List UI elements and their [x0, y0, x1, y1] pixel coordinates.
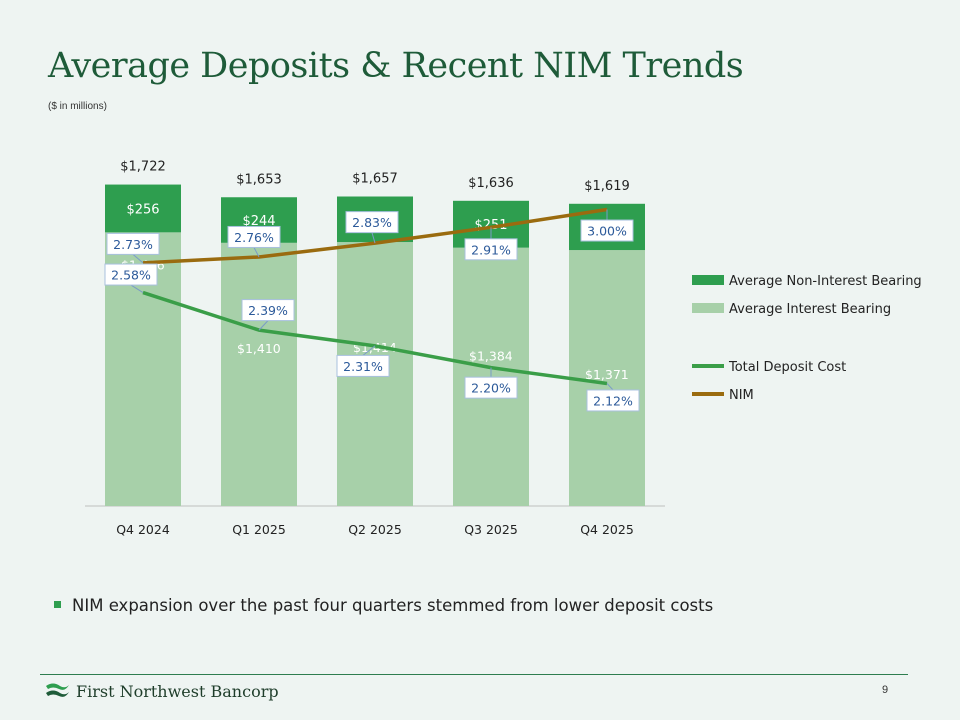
bar-label-interest: $1,371 [585, 367, 629, 382]
deposit-cost-data-label-leader [606, 383, 614, 391]
legend-label: Average Interest Bearing [729, 302, 891, 317]
legend-label: Average Non-Interest Bearing [729, 274, 922, 289]
x-tick-label: Q3 2025 [464, 522, 518, 537]
nim-data-label: 2.76% [234, 230, 274, 245]
bar-interest-bearing [569, 250, 645, 506]
legend-label: Total Deposit Cost [728, 360, 846, 375]
deposit-cost-data-label: 2.20% [471, 381, 511, 396]
legend-swatch-interest [692, 303, 724, 313]
deposit-cost-data-label: 2.39% [248, 303, 288, 318]
company-logo: First Northwest Bancorp [44, 680, 279, 702]
bar-total-label: $1,619 [584, 179, 630, 194]
nim-data-label-box [345, 211, 399, 234]
deposit-cost-data-label-box [241, 299, 295, 322]
page-title: Average Deposits & Recent NIM Trends [48, 46, 744, 86]
bar-label-non-interest: $244 [242, 214, 275, 229]
deposit-cost-data-label-leader [258, 320, 269, 331]
bullet-square-icon [54, 601, 61, 608]
x-tick-label: Q4 2024 [116, 522, 170, 537]
bullet-point: NIM expansion over the past four quarter… [54, 596, 713, 615]
page-number: 9 [882, 684, 889, 696]
bar-non-interest-bearing [105, 184, 181, 233]
deposit-cost-data-label-box [336, 354, 390, 377]
bar-total-label: $1,653 [236, 172, 282, 187]
bar-label-interest: $1,410 [237, 341, 281, 356]
bullet-text: NIM expansion over the past four quarter… [72, 596, 714, 615]
logo-text: First Northwest Bancorp [76, 681, 279, 701]
nim-data-label-box [580, 219, 634, 242]
deposit-cost-data-label-box [586, 389, 640, 412]
x-tick-label: Q1 2025 [232, 522, 286, 537]
nim-data-label-box [106, 232, 160, 255]
nim-data-label-box [464, 238, 518, 261]
deposit-cost-data-label-leader [362, 345, 376, 356]
logo-mark-icon [46, 683, 69, 697]
bar-total-label: $1,722 [120, 160, 166, 175]
deposit-cost-data-label: 2.12% [593, 393, 633, 408]
nim-data-label-box [227, 225, 281, 248]
x-tick-label: Q4 2025 [580, 522, 634, 537]
bar-total-label: $1,657 [352, 172, 398, 187]
legend-label: NIM [729, 388, 754, 403]
bar-interest-bearing [221, 242, 297, 507]
deposit-cost-data-label-box [464, 376, 518, 399]
legend-swatch-non-interest [692, 275, 724, 285]
nim-data-label-leader [253, 247, 260, 258]
nim-data-label-leader [371, 232, 376, 244]
deposit-cost-data-label: 2.31% [343, 359, 383, 374]
units-note: ($ in millions) [48, 101, 107, 112]
deposit-cost-data-label-leader [130, 284, 144, 293]
nim-data-label: 2.83% [352, 215, 392, 230]
bar-label-interest: $1,384 [469, 349, 513, 364]
nim-data-label: 2.73% [113, 237, 153, 252]
bar-label-non-interest: $256 [126, 202, 159, 217]
nim-data-label: 2.91% [471, 242, 511, 257]
nim-data-label-leader [132, 254, 144, 264]
x-tick-label: Q2 2025 [348, 522, 402, 537]
nim-data-label: 3.00% [587, 224, 627, 239]
bar-total-label: $1,636 [468, 176, 514, 191]
footer-divider [40, 674, 908, 675]
deposit-cost-data-label-box [104, 263, 158, 286]
deposit-cost-data-label: 2.58% [111, 268, 151, 283]
